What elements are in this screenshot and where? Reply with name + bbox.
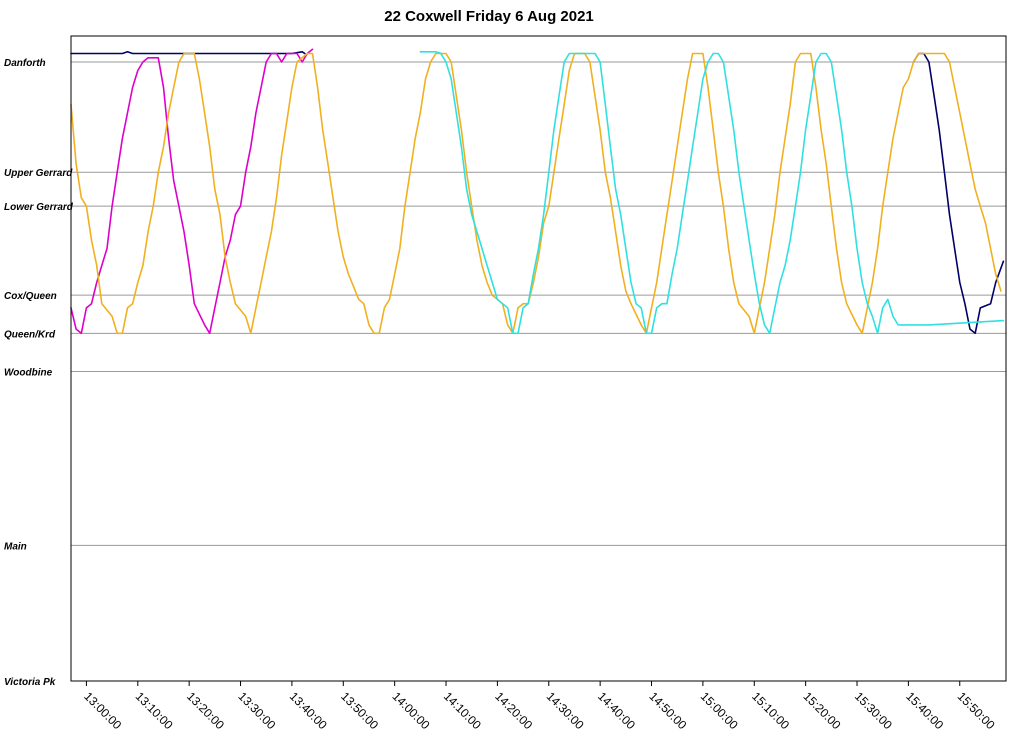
stop-labels: Danforth Upper Gerrard Lower Gerrard Cox/Qu… (4, 58, 74, 688)
x-tick-label: 15:50:00 (955, 689, 998, 732)
stop-label: Victoria Pk (4, 677, 56, 688)
x-tick-label: 14:10:00 (441, 689, 484, 732)
plot-area-frame (70, 35, 1007, 682)
stop-gridlines (71, 61, 1006, 682)
x-tick-label: 15:40:00 (903, 689, 946, 732)
x-tick-label: 15:20:00 (801, 689, 844, 732)
chart-title: 22 Coxwell Friday 6 Aug 2021 (384, 8, 594, 25)
x-tick-label: 15:30:00 (852, 689, 895, 732)
x-tick-label: 14:20:00 (492, 689, 535, 732)
x-tick-label: 13:00:00 (81, 689, 124, 732)
x-tick-label: 13:40:00 (287, 689, 330, 732)
stop-label: Queen/Krd (4, 329, 56, 340)
time-ticks: 13:00:00 13:10:00 13:20:00 13:30:00 13:40:00… (81, 681, 998, 732)
stop-label: Lower Gerrard (4, 202, 74, 213)
vehicle-trace-1 (70, 51, 306, 55)
x-tick-label: 14:00:00 (390, 689, 433, 732)
vehicle-trace-4 (70, 52, 1002, 335)
stop-label: Upper Gerrard (4, 168, 73, 179)
stop-label: Cox/Queen (4, 291, 57, 302)
x-tick-label: 15:10:00 (749, 689, 792, 732)
x-tick-label: 13:10:00 (133, 689, 176, 732)
stop-label: Main (4, 541, 27, 552)
vehicle-trace-3 (70, 48, 314, 335)
stop-label: Woodbine (4, 368, 53, 379)
x-tick-label: 15:00:00 (698, 689, 741, 732)
vehicle-trace-5 (419, 51, 1005, 335)
vehicle-trace-2 (912, 52, 1005, 335)
x-tick-label: 13:20:00 (184, 689, 227, 732)
stop-label: Danforth (4, 58, 46, 69)
x-tick-label: 14:40:00 (595, 689, 638, 732)
x-tick-label: 13:30:00 (235, 689, 278, 732)
x-tick-label: 14:50:00 (646, 689, 689, 732)
vehicle-traces (70, 48, 1005, 335)
x-tick-label: 14:30:00 (544, 689, 587, 732)
x-tick-label: 13:50:00 (338, 689, 381, 732)
